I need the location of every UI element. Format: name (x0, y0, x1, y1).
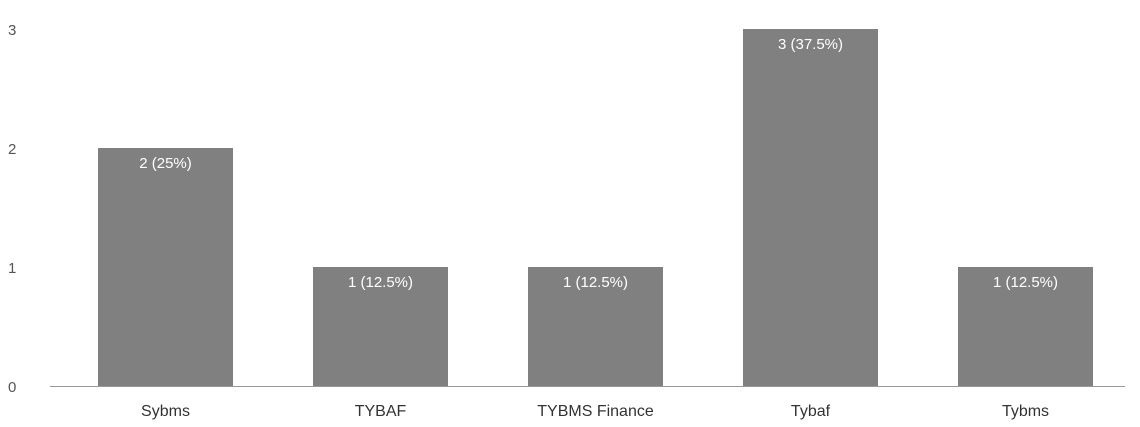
category-labels: Sybms TYBAF TYBMS Finance Tybaf Tybms (141, 403, 1049, 420)
category-label: TYBAF (355, 403, 407, 420)
bar (98, 148, 233, 386)
bars-group (98, 29, 1093, 386)
y-tick-label: 1 (8, 260, 16, 277)
bar-data-label: 1 (12.5%) (563, 274, 628, 291)
y-tick-label: 0 (8, 379, 16, 396)
bar-data-label: 1 (12.5%) (993, 274, 1058, 291)
category-label: Tybaf (791, 403, 831, 420)
bar-data-label: 1 (12.5%) (348, 274, 413, 291)
y-axis-ticks: 0 1 2 3 (8, 22, 16, 396)
y-tick-label: 3 (8, 22, 16, 39)
bar (313, 267, 448, 386)
y-tick-label: 2 (8, 141, 16, 158)
bar-data-label: 2 (25%) (139, 155, 192, 172)
bar-data-label: 3 (37.5%) (778, 36, 843, 53)
category-label: Sybms (141, 403, 190, 420)
bar (958, 267, 1093, 386)
category-label: TYBMS Finance (537, 403, 654, 420)
bar (743, 29, 878, 386)
bar-data-labels: 2 (25%) 1 (12.5%) 1 (12.5%) 3 (37.5%) 1 (12.… (139, 36, 1058, 291)
category-label: Tybms (1002, 403, 1049, 420)
bar (528, 267, 663, 386)
